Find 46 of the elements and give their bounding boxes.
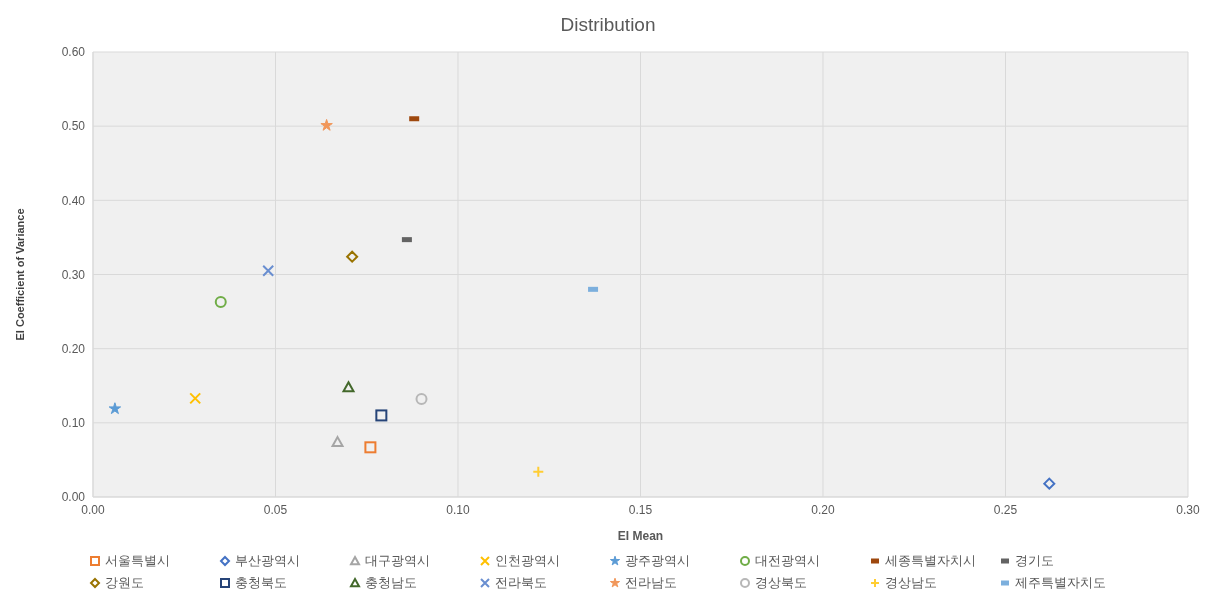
x-tick-label: 0.15 (628, 502, 653, 517)
point (532, 465, 545, 478)
x-tick-label: 0.30 (1176, 502, 1200, 517)
point (1043, 477, 1056, 490)
legend-label: 서울특별시 (105, 552, 170, 570)
y-tick-label: 0.40 (61, 193, 86, 208)
legend-label: 광주광역시 (625, 552, 690, 570)
point (331, 436, 344, 448)
legend-label: 경기도 (1015, 552, 1054, 570)
point (415, 393, 428, 406)
y-axis-title: EI Coefficient of Variance (13, 208, 26, 341)
legend-label: 전라남도 (625, 574, 677, 592)
x-tick-label: 0.05 (263, 502, 288, 517)
y-tick-label: 0.30 (61, 267, 86, 282)
point (214, 295, 227, 308)
legend-label: 충청북도 (235, 574, 287, 592)
chart-title: Distribution (559, 13, 657, 37)
legend-label: 전라북도 (495, 574, 547, 592)
legend-label: 인천광역시 (495, 552, 560, 570)
y-tick-label: 0.20 (61, 341, 86, 356)
x-axis-title: EI Mean (617, 529, 664, 543)
legend-label: 부산광역시 (235, 552, 300, 570)
legend-label: 세종특별자치시 (885, 552, 976, 570)
y-tick-label: 0.60 (61, 45, 86, 60)
point (108, 402, 122, 415)
point (375, 409, 388, 422)
point (346, 250, 359, 263)
legend-label: 경상북도 (755, 574, 807, 592)
legend-label: 충청남도 (365, 574, 417, 592)
point (320, 118, 333, 131)
y-tick-label: 0.50 (61, 119, 86, 134)
y-tick-label: 0.00 (61, 490, 86, 505)
x-tick-label: 0.25 (993, 502, 1018, 517)
legend-label: 대구광역시 (365, 552, 430, 570)
x-tick-label: 0.10 (446, 502, 470, 517)
y-tick-label: 0.10 (61, 416, 86, 431)
legend-label: 경상남도 (885, 574, 937, 592)
point (364, 441, 377, 454)
point (342, 381, 355, 393)
x-tick-label: 0.20 (811, 502, 835, 517)
point (189, 392, 202, 405)
legend-label: 제주특별자치도 (1015, 574, 1106, 592)
x-tick-label: 0.00 (81, 502, 105, 517)
legend-label: 강원도 (105, 574, 144, 592)
point (262, 264, 275, 277)
legend-label: 대전광역시 (755, 552, 820, 570)
